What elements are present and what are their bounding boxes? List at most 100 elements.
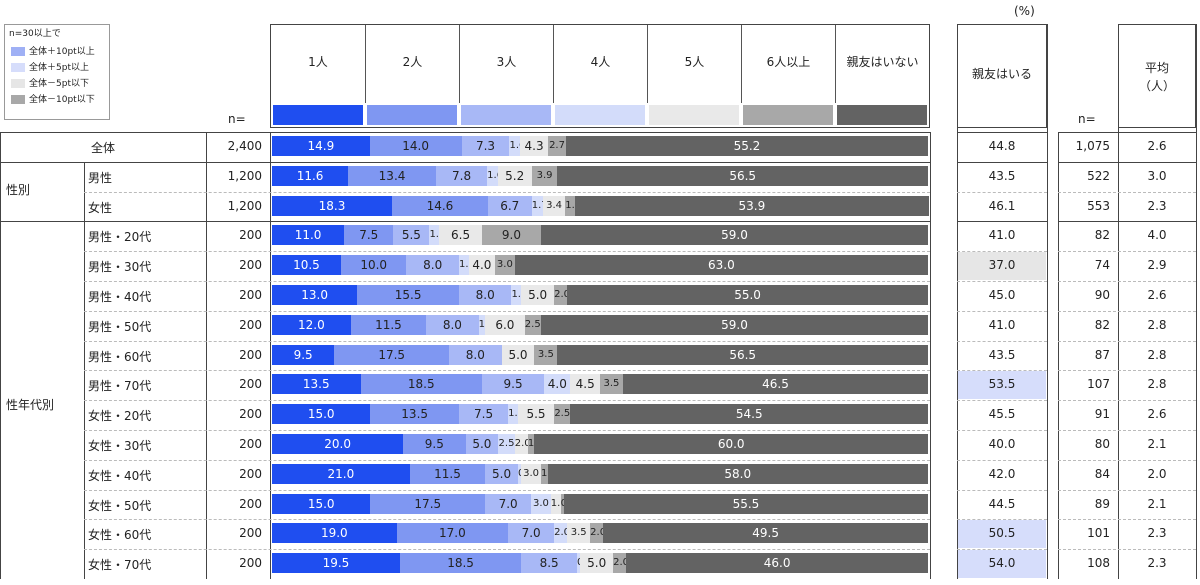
bar-value-label: 19.0 [320,526,348,541]
bar-segment [461,136,510,156]
row-label: 女性・70代 [88,558,152,573]
has-friend-value: 46.1 [988,198,1016,213]
bar-segment [548,136,566,156]
table-top-line [0,132,930,133]
bar-segment [272,374,361,395]
group-label-sex-age: 性年代別 [6,398,55,412]
bar-segment [547,463,928,484]
bar-segment [509,136,520,156]
bar-value-label: 5.0 [587,556,607,571]
row-separator [84,191,930,193]
bar-segment [272,165,349,186]
bar-segment [580,553,614,574]
bar-segment [567,285,928,305]
row-average: 2.8 [1147,317,1167,332]
row-n: 200 [239,228,262,243]
row-n2: 90 [1094,288,1110,302]
category-4: 4人 [553,25,647,103]
bar-value-label: 9.0 [501,228,521,243]
avg-right [1196,24,1197,579]
bar-segment [540,225,928,246]
legend-label: 全体－5pt以下 [29,79,89,89]
row-average: 2.1 [1147,437,1167,451]
has-friend-value: 44.5 [988,496,1016,511]
group-label-sex: 性別 [6,183,31,197]
row-separator [84,340,930,342]
row-n: 200 [239,377,262,392]
bar-value-label: 7.5 [359,228,379,243]
row-separator [84,549,930,551]
bar-left-divider [270,132,271,579]
row-separator-n2 [1058,430,1196,431]
average-label: 平均 [1144,61,1169,75]
row-label: 女性 [88,200,113,215]
row-label: 女性・40代 [88,468,152,483]
bar-value-label: 14.6 [426,198,454,213]
bar-value-label: 3.9 [536,169,553,181]
bar-segment [487,165,498,186]
bar-segment [392,195,488,216]
row-separator [84,459,930,461]
hf-left [957,24,958,579]
bar-value-label: 55.2 [733,139,761,153]
bar-value-label: 54.5 [735,407,763,422]
bar-segment [534,344,558,365]
bar-segment [554,404,571,425]
bar-value-label: 1.0 [541,464,557,484]
bar-value-label: 18.5 [407,377,435,392]
bar-segment [518,404,555,425]
bar-segment [458,255,469,276]
bar-value-label: 4.3 [524,139,544,153]
category-swatch [837,105,927,125]
category-swatch [743,105,833,125]
bar-value-label: 14.9 [307,139,335,153]
bar-segment [272,136,370,156]
bar-segment [565,136,928,156]
row-separator-n2 [1058,310,1196,312]
row-average: 2.0 [1147,466,1167,481]
bar-segment [540,314,928,335]
bar-value-label: 7.0 [521,526,541,541]
bar-value-label: 2.5 [524,318,541,330]
bar-segment [501,344,535,365]
row-label: 女性・30代 [88,439,152,453]
category-swatch [367,105,457,125]
n2-header: n= [1078,112,1096,126]
bar-value-label: 59.0 [721,228,748,243]
row-separator-n2 [1058,459,1196,461]
bar-segment [524,314,541,335]
bar-segment [485,493,532,514]
has-friend-value: 40.0 [988,437,1016,451]
n2-left [1058,132,1059,579]
bar-segment [449,344,502,365]
row-n2: 1,075 [1075,139,1110,153]
bar-segment [521,285,555,305]
bar-value-label: 13.0 [301,288,328,302]
bar-segment [540,463,548,484]
category-1: 1人 [308,55,328,69]
row-separator [84,251,930,253]
row-separator [84,370,930,372]
row-average: 2.8 [1147,347,1167,362]
row-separator-hf [957,400,1047,402]
bar-segment [567,523,591,544]
legend-swatch [11,63,25,72]
bar-value-label: 6.5 [451,228,471,243]
has-friend-value: 41.0 [988,228,1016,243]
row-label: 女性・20代 [88,409,152,424]
bar-value-label: 18.5 [447,556,474,571]
row-separator-hf [957,281,1047,282]
bar-value-label: 8.5 [539,556,559,571]
bar-value-label: 3.0 [532,497,549,509]
legend-item-plus10: 全体＋10pt以上 [11,47,95,57]
bar-segment [511,285,522,305]
bar-value-label: 3.0 [523,467,540,479]
bar-segment [272,255,341,276]
bar-segment [481,225,541,246]
row-n: 200 [239,258,262,273]
bar-value-label: 7.3 [475,139,496,153]
bar-value-label: 8.0 [475,288,495,302]
bar-segment [570,404,928,425]
category-swatch [273,105,363,125]
bar-value-label: 5.0 [472,437,492,451]
